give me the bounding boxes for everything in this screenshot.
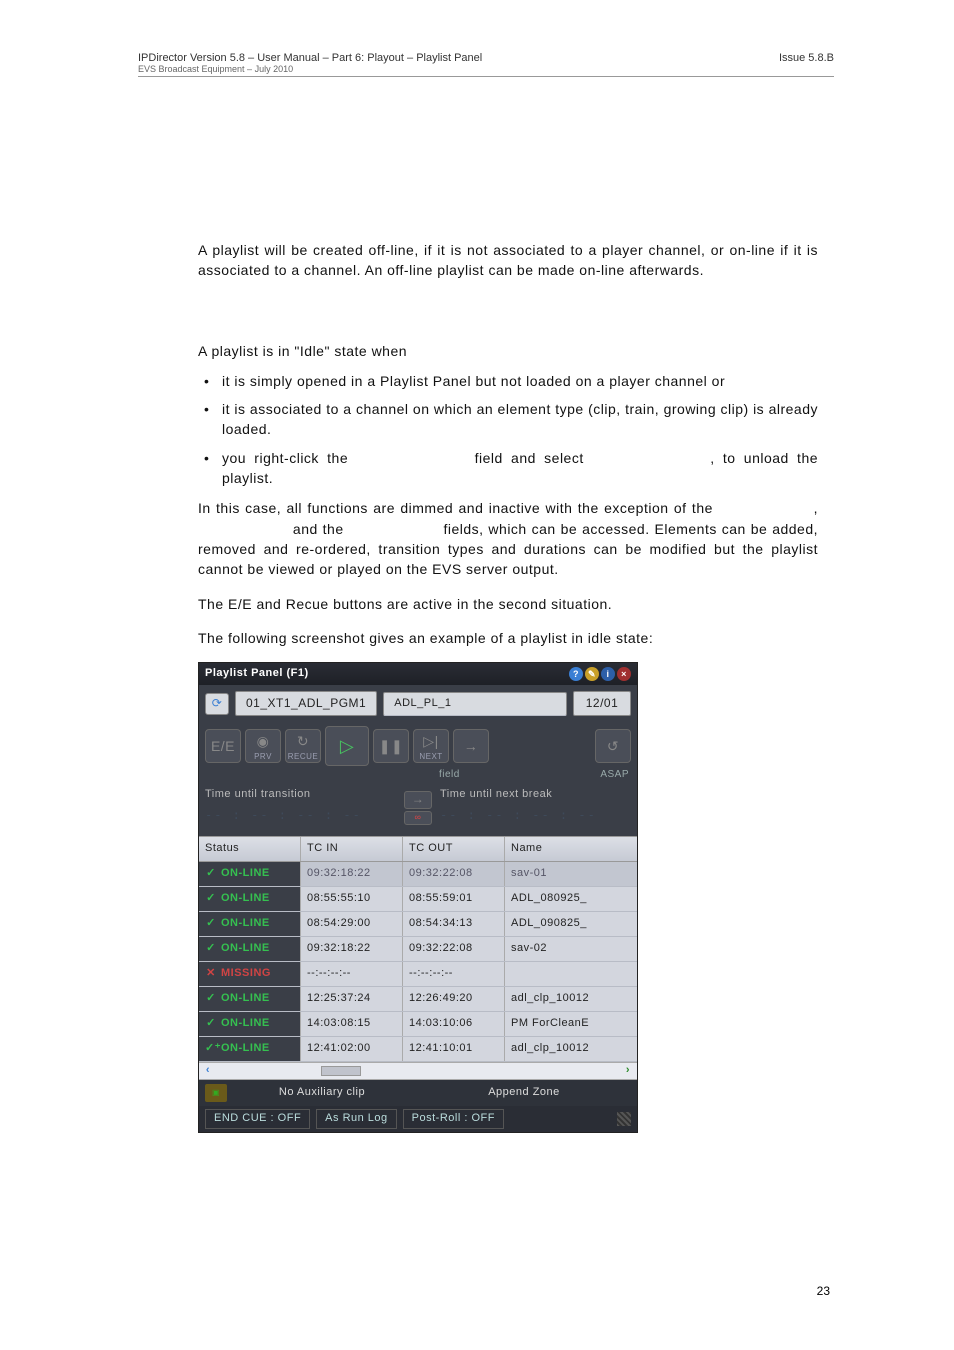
scroll-right-icon[interactable]: › — [619, 1063, 637, 1079]
bullet-3: you right-click the field and select , t… — [198, 448, 818, 489]
table-row[interactable]: ✓ON-LINE14:03:08:1514:03:10:06PM ForClea… — [199, 1012, 637, 1037]
table-row[interactable]: ✓ON-LINE12:25:37:2412:26:49:20adl_clp_10… — [199, 987, 637, 1012]
aux-row: ▣ No Auxiliary clip Append Zone — [199, 1080, 637, 1106]
paragraph-functions: In this case, all functions are dimmed a… — [198, 498, 818, 579]
aux-icon[interactable]: ▣ — [205, 1084, 227, 1102]
time-row: Time until transition -- : -- : -- : -- … — [199, 785, 637, 836]
col-tcin[interactable]: TC IN — [301, 837, 403, 861]
postroll-status[interactable]: Post-Roll : OFF — [403, 1109, 504, 1129]
pause-button[interactable]: ❚❚ — [373, 729, 409, 763]
table-row[interactable]: ✓⁺ON-LINE12:41:02:0012:41:10:01adl_clp_1… — [199, 1037, 637, 1062]
loop-icon[interactable]: ∞ — [404, 811, 432, 825]
time-until-transition: Time until transition -- : -- : -- : -- — [205, 787, 396, 828]
channel-icon[interactable]: ⟳ — [205, 693, 229, 715]
horizontal-scrollbar[interactable]: ‹ › — [199, 1062, 637, 1080]
col-status[interactable]: Status — [199, 837, 301, 861]
recue-button[interactable]: ↻RECUE — [285, 729, 321, 763]
paragraph-intro: A playlist will be created off-line, if … — [198, 240, 818, 281]
asap-button[interactable]: ↺ — [595, 729, 631, 763]
header-title: IPDirector Version 5.8 – User Manual – P… — [138, 52, 482, 64]
idle-heading: A playlist is in "Idle" state when — [198, 341, 818, 361]
end-cue-status[interactable]: END CUE : OFF — [205, 1109, 310, 1129]
table-row[interactable]: ✓ON-LINE08:55:55:1008:55:59:01ADL_080925… — [199, 887, 637, 912]
time-center-controls: → ∞ — [404, 791, 432, 825]
channel-button[interactable]: 01_XT1_ADL_PGM1 — [235, 691, 377, 716]
bullet-1: it is simply opened in a Playlist Panel … — [198, 371, 818, 391]
playlist-panel: Playlist Panel (F1) ? ✎ i × ⟳ 01_XT1_ADL… — [198, 662, 638, 1133]
resize-grip-icon[interactable] — [617, 1112, 631, 1126]
idle-bullets: it is simply opened in a Playlist Panel … — [198, 371, 818, 488]
grid-header: Status TC IN TC OUT Name — [199, 836, 637, 862]
help-icon[interactable]: ? — [569, 667, 583, 681]
table-row[interactable]: ✓ON-LINE09:32:18:2209:32:22:08sav-01 — [199, 862, 637, 887]
ee-button[interactable]: E/E — [205, 729, 241, 763]
grid-body: ✓ON-LINE09:32:18:2209:32:22:08sav-01✓ON-… — [199, 862, 637, 1062]
transport-row: E/E ◉PRV ↻RECUE ▷ ❚❚ ▷|NEXT → ↺ — [199, 722, 637, 768]
prv-button[interactable]: ◉PRV — [245, 729, 281, 763]
bullet-2: it is associated to a channel on which a… — [198, 399, 818, 440]
content-area: A playlist will be created off-line, if … — [198, 240, 818, 1133]
arrow-icon[interactable]: → — [404, 791, 432, 809]
playlist-name-field[interactable]: ADL_PL_1 — [383, 692, 567, 716]
next-button[interactable]: ▷|NEXT — [413, 729, 449, 763]
panel-title: Playlist Panel (F1) — [205, 666, 309, 682]
page-header: IPDirector Version 5.8 – User Manual – P… — [138, 52, 834, 77]
scroll-thumb[interactable] — [321, 1066, 361, 1076]
status-bar: END CUE : OFF As Run Log Post-Roll : OFF — [199, 1106, 637, 1132]
play-button[interactable]: ▷ — [325, 726, 369, 766]
table-row[interactable]: ✓ON-LINE09:32:18:2209:32:22:08sav-02 — [199, 937, 637, 962]
asrun-status[interactable]: As Run Log — [316, 1109, 396, 1129]
transport-labels: field ASAP — [199, 768, 637, 785]
no-aux-label: No Auxiliary clip — [237, 1085, 407, 1101]
append-zone[interactable]: Append Zone — [417, 1085, 631, 1101]
counter-field: 12/01 — [573, 691, 631, 716]
col-tcout[interactable]: TC OUT — [403, 837, 505, 861]
table-row[interactable]: ✕MISSING--:--:--:----:--:--:-- — [199, 962, 637, 987]
info-icon[interactable]: i — [601, 667, 615, 681]
titlebar-icons: ? ✎ i × — [569, 667, 631, 681]
table-row[interactable]: ✓ON-LINE08:54:29:0008:54:34:13ADL_090825… — [199, 912, 637, 937]
scroll-left-icon[interactable]: ‹ — [199, 1063, 217, 1079]
col-name[interactable]: Name — [505, 837, 637, 861]
header-subtitle: EVS Broadcast Equipment – July 2010 — [138, 64, 834, 74]
paragraph-ee: The E/E and Recue buttons are active in … — [198, 594, 818, 614]
page-number: 23 — [817, 1284, 830, 1298]
time-until-break: Time until next break -- : -- : -- : -- — [440, 787, 631, 828]
close-icon[interactable]: × — [617, 667, 631, 681]
issue-label: Issue 5.8.B — [779, 52, 834, 64]
paragraph-screenshot-intro: The following screenshot gives an exampl… — [198, 628, 818, 648]
panel-titlebar: Playlist Panel (F1) ? ✎ i × — [199, 663, 637, 685]
pin-icon[interactable]: ✎ — [585, 667, 599, 681]
skip-button[interactable]: → — [453, 729, 489, 763]
channel-row: ⟳ 01_XT1_ADL_PGM1 ADL_PL_1 12/01 — [199, 685, 637, 722]
